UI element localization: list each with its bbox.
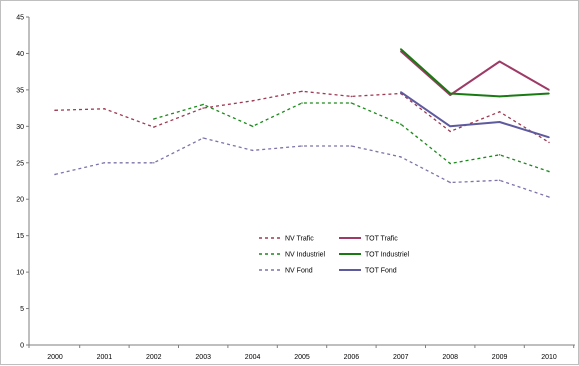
legend-label-tot-trafic: TOT Trafic xyxy=(365,236,398,243)
x-tick-label: 2000 xyxy=(47,354,63,361)
data-point-nv-trafic xyxy=(301,90,303,93)
data-point-tot-trafic xyxy=(498,60,501,63)
data-point-nv-trafic xyxy=(103,108,106,110)
data-point-nv-industriel xyxy=(400,123,402,125)
legend-label-tot-industriel: TOT Industriel xyxy=(365,252,410,259)
series-line-nv-trafic xyxy=(54,90,550,143)
legend-label-nv-industriel: NV Industriel xyxy=(285,252,326,259)
data-point-nv-industriel xyxy=(251,125,254,128)
data-point-nv-industriel xyxy=(449,162,452,165)
series-line-nv-fond xyxy=(54,137,550,198)
x-tick-label: 2009 xyxy=(492,354,508,361)
x-tick-label: 2005 xyxy=(294,354,310,361)
series-line-nv-industriel xyxy=(153,102,550,173)
data-point-nv-trafic xyxy=(251,100,254,102)
x-tick-label: 2001 xyxy=(97,354,113,361)
data-point-nv-trafic xyxy=(548,141,550,144)
x-tick-label: 2002 xyxy=(146,354,162,361)
data-point-nv-industriel xyxy=(202,103,204,106)
data-point-nv-fond xyxy=(449,181,452,184)
legend-label-tot-fond: TOT Fond xyxy=(365,268,397,275)
x-tick-label: 2003 xyxy=(195,354,211,361)
data-point-tot-fond xyxy=(400,91,402,93)
data-point-tot-industriel xyxy=(400,48,402,50)
data-point-nv-fond xyxy=(548,196,550,198)
y-tick-label: 0 xyxy=(20,343,24,350)
series-line-tot-trafic xyxy=(400,50,550,96)
data-point-nv-fond xyxy=(103,161,106,164)
y-tick-label: 10 xyxy=(16,270,24,277)
series-line-tot-industriel xyxy=(400,48,550,98)
data-point-nv-industriel xyxy=(548,170,550,173)
data-point-nv-fond xyxy=(400,156,402,158)
data-point-tot-fond xyxy=(548,136,550,139)
data-point-nv-fond xyxy=(202,137,204,139)
data-point-nv-fond xyxy=(301,145,303,147)
y-tick-label: 30 xyxy=(16,124,24,131)
data-point-tot-fond xyxy=(449,125,452,128)
data-point-tot-trafic xyxy=(449,94,452,96)
data-point-nv-trafic xyxy=(202,107,204,109)
data-point-tot-fond xyxy=(498,121,501,123)
x-tick-label: 2010 xyxy=(541,354,557,361)
legend-label-nv-fond: NV Fond xyxy=(285,268,313,275)
data-point-nv-trafic xyxy=(350,95,353,98)
data-point-nv-industriel xyxy=(301,102,303,104)
data-point-tot-industriel xyxy=(449,92,452,95)
x-tick-label: 2008 xyxy=(442,354,458,361)
y-tick-label: 5 xyxy=(20,306,24,313)
y-tick-label: 45 xyxy=(16,15,24,22)
data-point-nv-trafic xyxy=(54,109,56,112)
x-tick-label: 2006 xyxy=(344,354,360,361)
data-point-nv-trafic xyxy=(153,126,155,128)
y-tick-label: 25 xyxy=(16,160,24,167)
data-point-tot-industriel xyxy=(548,92,550,95)
data-point-tot-trafic xyxy=(400,50,402,53)
data-point-nv-fond xyxy=(498,179,501,182)
y-tick-label: 35 xyxy=(16,87,24,94)
data-point-tot-industriel xyxy=(498,95,501,98)
y-tick-label: 40 xyxy=(16,51,24,58)
data-point-nv-industriel xyxy=(153,118,155,120)
data-point-nv-industriel xyxy=(350,102,353,104)
data-point-nv-fond xyxy=(350,145,353,147)
data-point-nv-fond xyxy=(153,161,155,164)
data-point-nv-trafic xyxy=(449,130,452,133)
data-point-nv-fond xyxy=(54,173,56,176)
series-line-tot-fond xyxy=(400,91,550,139)
data-point-nv-trafic xyxy=(498,110,501,113)
y-tick-label: 20 xyxy=(16,197,24,204)
data-point-tot-trafic xyxy=(548,89,550,91)
y-tick-label: 15 xyxy=(16,233,24,240)
legend-label-nv-trafic: NV Trafic xyxy=(285,236,314,243)
data-point-nv-industriel xyxy=(498,153,501,156)
x-tick-label: 2007 xyxy=(393,354,409,361)
data-point-nv-fond xyxy=(251,149,254,152)
x-tick-label: 2004 xyxy=(245,354,261,361)
